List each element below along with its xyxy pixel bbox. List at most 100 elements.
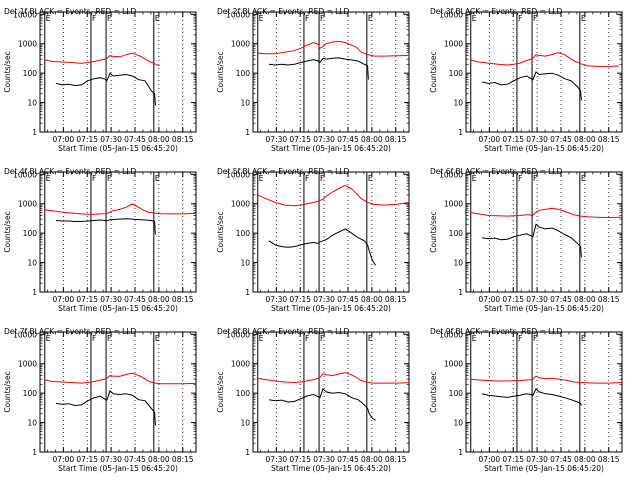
x-tick-label: 07:15 xyxy=(76,295,98,304)
x-tick-label: 07:00 xyxy=(479,135,501,144)
plot-frame xyxy=(252,331,410,453)
x-tick-label: 08:00 xyxy=(574,455,596,464)
x-tick-label: 07:45 xyxy=(550,295,572,304)
marker-label: E xyxy=(259,334,264,343)
x-tick-label: 07:00 xyxy=(53,455,75,464)
lld-series xyxy=(44,52,160,66)
x-tick-label: 08:00 xyxy=(574,295,596,304)
events-series xyxy=(268,228,377,266)
x-tick-label: 08:00 xyxy=(148,135,170,144)
marker-label: F xyxy=(305,14,309,23)
x-tick-label: 08:15 xyxy=(172,135,194,144)
chart-panel-7: Det 7f BLACK = Events, RED = LLD11010010… xyxy=(3,327,197,473)
y-tick-label: 1 xyxy=(32,448,37,457)
x-tick-label: 07:30 xyxy=(266,135,288,144)
y-tick-label: 10 xyxy=(453,99,463,108)
marker-label: F xyxy=(320,14,324,23)
x-axis-label: Start Time (05-Jan-15 06:45:20) xyxy=(271,304,391,313)
y-tick-label: 10000 xyxy=(226,330,250,339)
chart-panel-3: Det 3f BLACK = Events, RED = LLD11010010… xyxy=(429,7,623,153)
marker-label: F xyxy=(305,334,309,343)
marker-label: E xyxy=(581,174,586,183)
y-tick-label: 100 xyxy=(236,229,251,238)
y-tick-label: 10000 xyxy=(439,170,463,179)
x-tick-label: 08:15 xyxy=(172,295,194,304)
y-axis-label: Counts/sec xyxy=(3,371,12,412)
x-tick-label: 08:15 xyxy=(598,455,620,464)
y-axis-label: Counts/sec xyxy=(216,211,225,252)
marker-label: E xyxy=(259,14,264,23)
y-axis-label: Counts/sec xyxy=(216,51,225,92)
y-axis-label: Counts/sec xyxy=(429,51,438,92)
x-tick-label: 07:30 xyxy=(313,455,335,464)
y-tick-label: 100 xyxy=(23,69,38,78)
x-tick-label: 07:00 xyxy=(479,295,501,304)
y-tick-label: 100 xyxy=(449,389,464,398)
marker-label: E xyxy=(472,334,477,343)
x-tick-label: 08:15 xyxy=(598,135,620,144)
marker-label: F xyxy=(533,334,537,343)
y-tick-label: 10 xyxy=(27,259,37,268)
y-tick-label: 1000 xyxy=(231,200,250,209)
marker-label: F xyxy=(92,14,96,23)
x-tick-label: 08:00 xyxy=(361,135,383,144)
y-tick-label: 100 xyxy=(23,229,38,238)
lld-series xyxy=(44,203,197,215)
x-tick-label: 07:30 xyxy=(313,295,335,304)
events-series xyxy=(55,72,156,106)
y-tick-label: 10 xyxy=(240,419,250,428)
marker-label: E xyxy=(472,14,477,23)
x-axis-label: Start Time (05-Jan-15 06:45:20) xyxy=(58,144,178,153)
marker-label: F xyxy=(533,174,537,183)
y-tick-label: 1000 xyxy=(444,40,463,49)
marker-label: F xyxy=(92,334,96,343)
events-series xyxy=(481,223,582,258)
x-axis-label: Start Time (05-Jan-15 06:45:20) xyxy=(484,144,604,153)
lld-series xyxy=(470,207,623,219)
marker-label: F xyxy=(320,334,324,343)
x-tick-label: 07:45 xyxy=(337,295,359,304)
y-tick-label: 1000 xyxy=(231,40,250,49)
x-tick-label: 07:00 xyxy=(53,295,75,304)
chart-panel-1: Det 1f BLACK = Events, RED = LLD11010010… xyxy=(3,7,197,153)
x-tick-label: 07:15 xyxy=(289,135,311,144)
marker-label: E xyxy=(155,174,160,183)
marker-label: F xyxy=(107,334,111,343)
lld-series xyxy=(257,40,410,57)
marker-label: E xyxy=(46,174,51,183)
y-tick-label: 1000 xyxy=(18,360,37,369)
y-tick-label: 10 xyxy=(453,259,463,268)
x-tick-label: 08:00 xyxy=(574,135,596,144)
x-axis-label: Start Time (05-Jan-15 06:45:20) xyxy=(484,464,604,473)
y-tick-label: 100 xyxy=(236,389,251,398)
y-tick-label: 1000 xyxy=(18,200,37,209)
y-tick-label: 10000 xyxy=(439,10,463,19)
x-tick-label: 07:15 xyxy=(502,135,524,144)
marker-label: F xyxy=(518,174,522,183)
events-series xyxy=(268,388,376,421)
events-series xyxy=(55,218,156,235)
x-tick-label: 08:00 xyxy=(361,295,383,304)
marker-label: F xyxy=(533,14,537,23)
y-tick-label: 10000 xyxy=(13,170,37,179)
y-axis-label: Counts/sec xyxy=(216,371,225,412)
y-tick-label: 10 xyxy=(27,419,37,428)
marker-label: F xyxy=(305,174,309,183)
marker-label: E xyxy=(259,174,264,183)
marker-label: F xyxy=(518,14,522,23)
marker-label: E xyxy=(46,14,51,23)
lld-series xyxy=(257,184,410,207)
y-tick-label: 10 xyxy=(453,419,463,428)
y-tick-label: 1 xyxy=(245,288,250,297)
x-axis-label: Start Time (05-Jan-15 06:45:20) xyxy=(271,144,391,153)
chart-panel-5: Det 5f BLACK = Events, RED = LLD11010010… xyxy=(216,167,410,313)
y-tick-label: 1 xyxy=(32,288,37,297)
x-tick-label: 07:30 xyxy=(100,455,122,464)
y-tick-label: 1 xyxy=(32,128,37,137)
x-tick-label: 07:45 xyxy=(337,135,359,144)
events-series xyxy=(481,388,582,406)
x-tick-label: 08:00 xyxy=(148,295,170,304)
x-tick-label: 07:30 xyxy=(266,455,288,464)
x-tick-label: 07:30 xyxy=(526,135,548,144)
